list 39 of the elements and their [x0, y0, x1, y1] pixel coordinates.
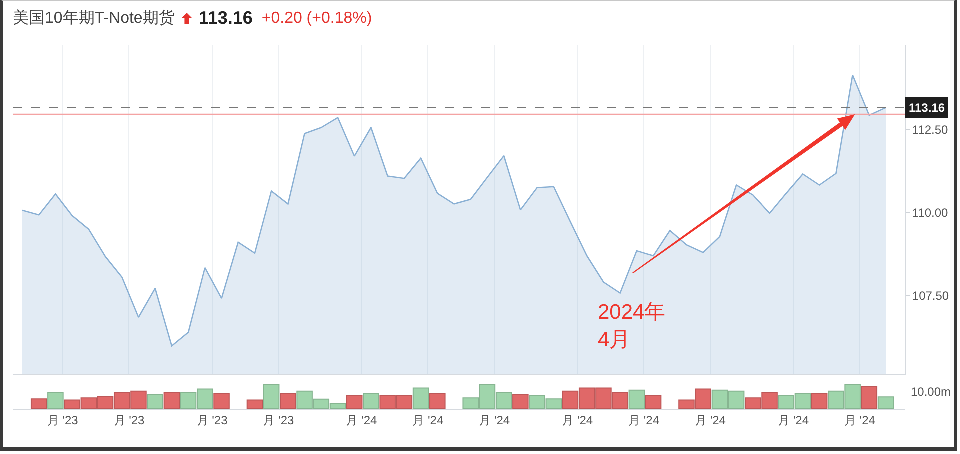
x-tick-label: 月 '23	[114, 413, 146, 428]
y-tick-label: 107.50	[912, 289, 950, 304]
text: 10.00m	[911, 385, 952, 399]
bar	[878, 396, 894, 409]
x-tick-label: 月 '24	[778, 413, 810, 428]
bar	[30, 398, 48, 409]
text: 113.16	[198, 8, 253, 29]
x-tick-label: 月 '23	[196, 413, 228, 428]
x-tick-label: 月 '23	[263, 413, 295, 428]
bar	[363, 393, 380, 409]
y-tick-label: 112.50	[912, 122, 949, 137]
bar	[263, 384, 280, 409]
bar	[346, 394, 363, 409]
bar	[147, 394, 164, 409]
bar	[48, 392, 64, 409]
bar	[811, 393, 828, 409]
bar	[645, 395, 662, 409]
bar	[280, 393, 296, 409]
x-tick-label: 月 '24	[479, 413, 510, 428]
bar	[512, 394, 529, 409]
ref-line-label: 113.16	[909, 101, 946, 115]
x-tick-label: 月 '24	[562, 413, 594, 428]
chart-title: 美国10年期T-Note期货	[13, 8, 175, 29]
bar	[861, 386, 878, 409]
y-tick-label: 110.00	[912, 206, 949, 220]
bar	[628, 390, 646, 409]
bar	[214, 393, 230, 409]
x-tick-label: 月 '24	[694, 413, 726, 428]
text: +0.20 (+0.18%)	[262, 10, 372, 28]
x-tick-label: 月 '24	[346, 413, 378, 428]
bar	[430, 393, 446, 409]
annotation: 2024年 4月	[598, 301, 666, 352]
bar	[246, 400, 264, 409]
x-tick-label: 月 '24	[628, 413, 660, 428]
bar	[164, 392, 180, 409]
bar	[412, 388, 430, 409]
x-tick-label: 月 '24	[844, 413, 876, 428]
x-tick-label: 月 '24	[412, 413, 444, 428]
x-tick-label: 月 '23	[47, 413, 79, 428]
